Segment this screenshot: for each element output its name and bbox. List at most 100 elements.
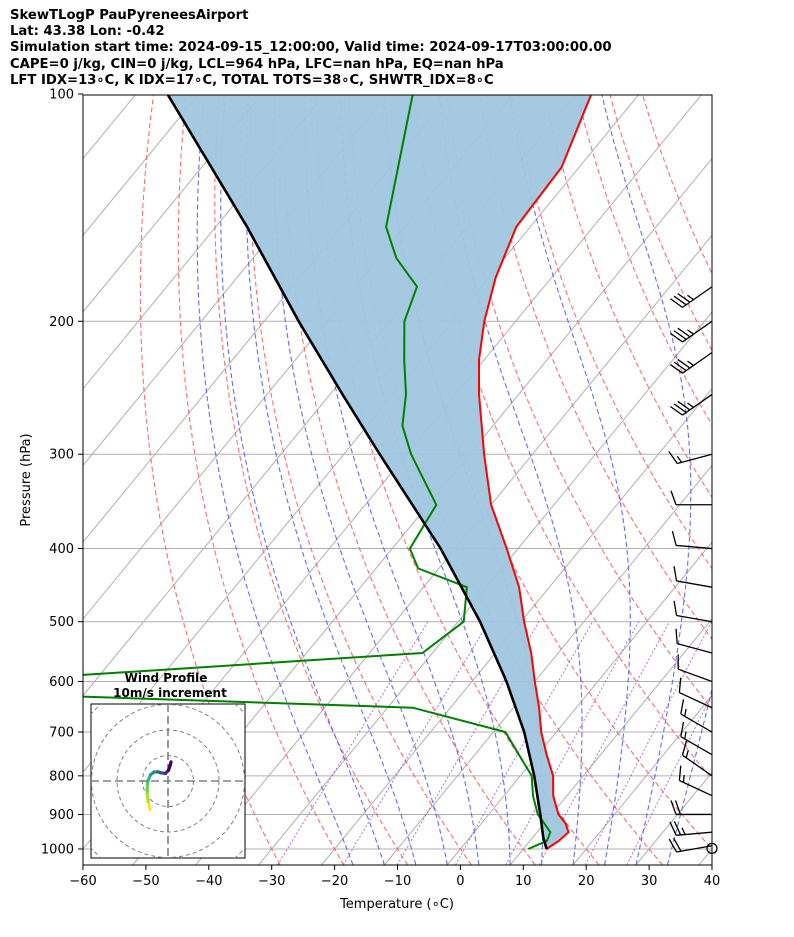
dewpoint-profile: [83, 95, 552, 850]
barb-flag: [673, 600, 678, 616]
dry-adiabat: [413, 95, 712, 780]
hodograph-segment: [168, 760, 173, 768]
barb-half-flag: [687, 294, 694, 301]
barb-flag: [677, 293, 691, 303]
barb-flag: [678, 765, 682, 781]
hodograph-subtitle: 10m/s increment: [113, 686, 227, 700]
barb-staff: [679, 691, 713, 709]
wind-barb: [670, 351, 713, 374]
dry-adiabat: [381, 95, 712, 850]
barb-flag: [670, 800, 677, 815]
x-tick-label: −20: [321, 874, 348, 889]
calm-wind-marker: [706, 842, 718, 854]
isotherm-line: [258, 311, 712, 865]
barb-flag: [673, 566, 678, 582]
dry-adiabat: [642, 95, 712, 275]
barb-staff: [677, 453, 713, 465]
barb-staff: [680, 736, 713, 756]
wind-barb: [668, 450, 713, 465]
x-tick-label: 10: [515, 874, 532, 889]
axes: −60 −50 −40 −30 −20 −10 0 10 20 30 40 1000 900 800 700…: [41, 88, 720, 890]
moist-adiabat: [196, 95, 354, 865]
barb-staff: [677, 643, 713, 654]
barb-flag: [670, 298, 683, 308]
isotherm-line: [83, 95, 262, 313]
dry-adiabat: [139, 95, 281, 865]
dry-adiabat: [479, 95, 712, 640]
x-tick-label: 40: [704, 874, 721, 889]
barb-half-flag: [687, 329, 694, 335]
barb-flag: [670, 405, 683, 416]
wind-barb: [678, 677, 713, 709]
barb-flag: [677, 327, 691, 338]
barb-staff: [682, 393, 713, 416]
barb-staff: [682, 286, 713, 308]
isotherm-line: [321, 387, 712, 865]
barb-flag: [668, 450, 678, 464]
x-tick-label: −40: [195, 874, 222, 889]
dry-adiabat: [214, 95, 409, 865]
barb-flag: [670, 364, 683, 374]
barb-half-flag: [684, 708, 687, 717]
barb-half-flag: [687, 402, 694, 408]
barb-flag: [673, 821, 682, 836]
isotherm-line: [572, 694, 712, 865]
barb-half-flag: [676, 455, 683, 463]
hodograph-segment: [145, 789, 150, 804]
isotherm-line: [509, 618, 712, 865]
wind-barb: [671, 530, 713, 550]
barb-flag: [674, 800, 682, 815]
barb-staff: [676, 544, 713, 550]
x-tick-label: 20: [578, 874, 595, 889]
barb-staff: [676, 845, 713, 853]
barb-flag: [673, 403, 687, 414]
moist-adiabat: [340, 95, 511, 865]
dry-adiabat: [283, 95, 536, 865]
wind-barb: [670, 320, 713, 343]
barb-flag: [677, 400, 691, 411]
mixing-ratio-line: [277, 621, 429, 865]
y-tick-label: 600: [49, 675, 74, 690]
isotherm-line: [0, 94, 73, 865]
x-tick-label: −60: [69, 874, 96, 889]
barb-flag: [673, 837, 682, 852]
moist-adiabat: [273, 95, 448, 865]
wind-barb: [673, 600, 713, 623]
x-tick-label: 0: [456, 874, 464, 889]
barb-staff: [676, 831, 713, 836]
barb-half-flag: [682, 774, 685, 783]
y-tick-label: 400: [49, 542, 74, 557]
isotherm-line: [83, 95, 199, 237]
x-tick-label: −50: [132, 874, 159, 889]
negative-area-shading: [167, 95, 591, 849]
barb-staff: [676, 580, 713, 588]
barb-flag: [680, 721, 685, 737]
barb-half-flag: [685, 750, 689, 758]
y-tick-label: 800: [49, 769, 74, 784]
barb-staff: [677, 668, 713, 683]
barb-staff: [679, 779, 713, 797]
barb-half-flag: [684, 731, 687, 740]
wind-barb: [678, 765, 713, 797]
barb-half-flag: [681, 827, 686, 835]
wind-barb: [680, 721, 713, 756]
isotherm-line: [698, 848, 712, 865]
dry-adiabat: [249, 95, 472, 865]
barb-staff: [676, 614, 713, 623]
barb-flag: [669, 821, 677, 836]
wind-barb: [669, 821, 713, 836]
y-axis-label: Pressure (hPa): [19, 433, 34, 526]
barb-flag: [673, 330, 687, 340]
time-line: Simulation start time: 2024-09-15_12:00:…: [10, 40, 612, 56]
temperature-profile: [478, 95, 593, 850]
barb-staff: [682, 320, 713, 343]
barb-flag: [673, 361, 687, 372]
isotherm-line: [383, 464, 712, 865]
wind-barb: [670, 286, 713, 308]
moist-adiabat: [509, 95, 631, 865]
barb-flag: [668, 838, 678, 853]
barb-staff: [682, 754, 713, 777]
dry-adiabat: [576, 95, 712, 426]
moist-adiabat: [666, 687, 712, 865]
